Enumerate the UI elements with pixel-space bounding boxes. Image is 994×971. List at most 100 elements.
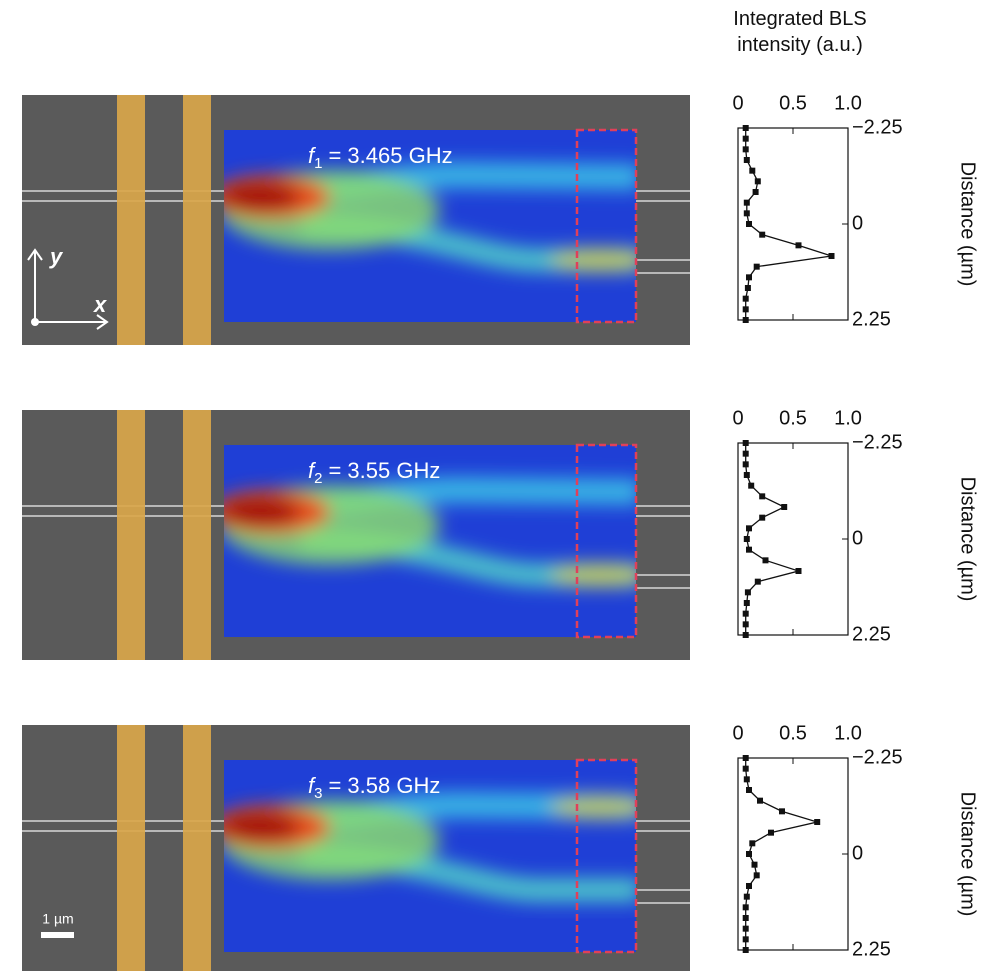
y-tick-label: 2.25 xyxy=(852,308,891,330)
y-tick-label: 0 xyxy=(852,212,863,234)
data-point xyxy=(743,536,750,542)
data-point xyxy=(746,787,752,793)
data-point xyxy=(743,157,750,163)
electrode xyxy=(183,410,211,660)
data-point xyxy=(742,440,749,446)
data-point xyxy=(742,632,749,638)
data-point xyxy=(746,546,752,553)
data-point xyxy=(742,947,749,953)
data-point xyxy=(742,146,749,153)
x-tick-label: 0 xyxy=(732,92,743,114)
data-point xyxy=(768,829,774,836)
data-point xyxy=(814,819,821,825)
sem-panel: f3 = 3.58 GHz xyxy=(22,725,690,971)
heatmap xyxy=(224,445,636,637)
frequency-label: f2 = 3.55 GHz xyxy=(308,458,440,487)
data-point xyxy=(742,621,749,628)
y-tick-label: 0 xyxy=(852,527,863,549)
frequency-index: 1 xyxy=(314,155,322,172)
data-point xyxy=(743,472,750,478)
heat-blobs xyxy=(224,476,636,587)
data-point xyxy=(751,861,758,868)
data-point xyxy=(742,295,749,302)
data-point xyxy=(743,199,750,206)
x-tick-label: 0.5 xyxy=(779,92,807,114)
data-point xyxy=(742,915,749,921)
data-point xyxy=(742,904,749,911)
x-axis-label-line: Integrated BLS xyxy=(733,8,866,30)
data-point xyxy=(742,461,749,468)
arrow-head xyxy=(96,314,109,330)
data-point xyxy=(746,221,752,227)
x-tick-label: 0 xyxy=(732,722,743,744)
heat-warm xyxy=(550,248,636,272)
electrode xyxy=(117,725,145,971)
data-line xyxy=(745,443,801,635)
data-point xyxy=(742,135,749,142)
data-point xyxy=(759,514,766,521)
heat-warm xyxy=(550,795,636,819)
heat-blobs xyxy=(224,161,636,272)
heat-core xyxy=(224,813,300,841)
data-point xyxy=(742,755,749,761)
y-tick-label: −2.25 xyxy=(852,116,903,138)
frequency-value: = 3.58 GHz xyxy=(328,773,440,798)
data-point xyxy=(748,482,755,489)
frequency-index: 3 xyxy=(314,785,322,802)
plot-frame xyxy=(737,127,849,321)
data-point xyxy=(742,765,749,772)
frequency-value: = 3.55 GHz xyxy=(328,458,440,483)
data-point xyxy=(749,840,756,847)
electrode xyxy=(183,95,211,345)
electrode xyxy=(117,95,145,345)
electrode xyxy=(183,725,211,971)
x-tick-label: 1.0 xyxy=(834,92,862,114)
data-point xyxy=(742,125,749,131)
sem-panel: f1 = 3.465 GHz xyxy=(22,95,690,345)
heat-blobs xyxy=(224,791,636,902)
data-point xyxy=(759,231,766,238)
sem-panel: f2 = 3.55 GHz xyxy=(22,410,690,660)
data-point xyxy=(742,610,749,617)
data-point xyxy=(752,189,759,195)
data-point xyxy=(743,210,750,217)
y-tick-label: −2.25 xyxy=(852,431,903,453)
data-point xyxy=(742,317,749,323)
data-point xyxy=(743,893,750,900)
data-point xyxy=(742,936,749,943)
roi-box xyxy=(575,128,638,324)
data-point xyxy=(746,525,752,532)
data-point xyxy=(828,253,835,259)
data-line xyxy=(745,758,820,950)
data-point xyxy=(742,925,749,932)
x-axis-label: Integrated BLS intensity (a.u.) xyxy=(733,8,866,56)
y-tick-label: 2.25 xyxy=(852,623,891,645)
data-point xyxy=(753,872,760,879)
y-axis-label: Distance (µm) xyxy=(957,477,979,602)
y-axis-label: Distance (µm) xyxy=(957,162,979,287)
data-point xyxy=(746,274,752,281)
arrow-head xyxy=(27,248,43,261)
data-point xyxy=(759,493,766,500)
scale-bar xyxy=(41,932,74,938)
frequency-symbol: f xyxy=(308,143,317,168)
x-tick-label: 0 xyxy=(732,407,743,429)
axis-label-y: y xyxy=(49,244,64,269)
data-line xyxy=(745,128,832,320)
plot-frame xyxy=(737,442,849,636)
data-point xyxy=(746,851,752,857)
data-point xyxy=(742,306,749,313)
frequency-label: f1 = 3.465 GHz xyxy=(308,143,453,172)
y-tick-label: −2.25 xyxy=(852,746,903,768)
x-tick-label: 1.0 xyxy=(834,722,862,744)
data-point xyxy=(781,504,788,510)
heat-core xyxy=(224,498,300,526)
x-axis-label-line: intensity (a.u.) xyxy=(737,34,863,56)
frequency-symbol: f xyxy=(308,458,317,483)
x-tick-label: 1.0 xyxy=(834,407,862,429)
data-point xyxy=(754,178,761,185)
heat-warm xyxy=(550,563,636,587)
frequency-value: = 3.465 GHz xyxy=(328,143,452,168)
electrode xyxy=(117,410,145,660)
frequency-index: 2 xyxy=(314,470,322,487)
